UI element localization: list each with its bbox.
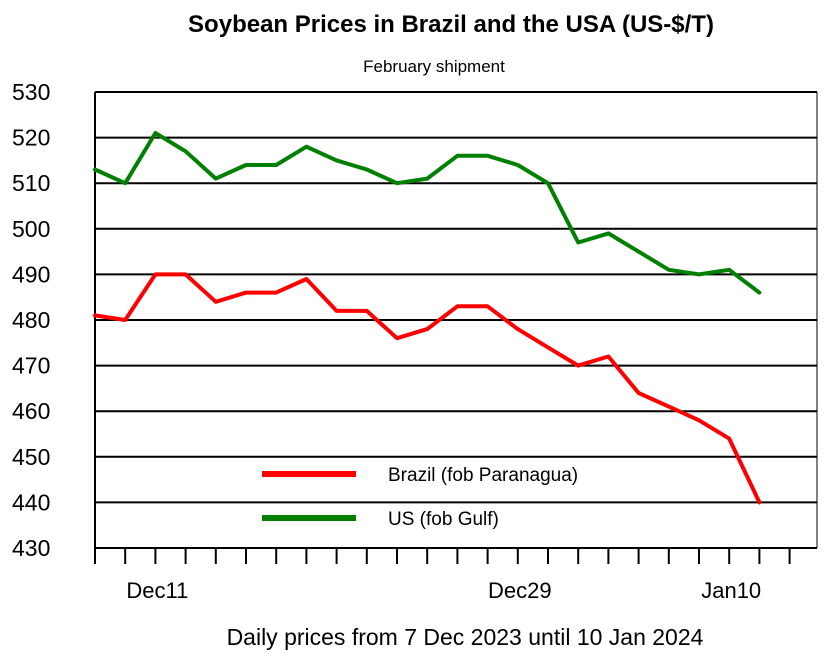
- data-point: [728, 269, 730, 271]
- data-point: [758, 292, 760, 294]
- x-tick-label: Dec29: [488, 578, 552, 603]
- data-point: [336, 159, 338, 161]
- data-point: [577, 365, 579, 367]
- data-point: [305, 278, 307, 280]
- data-point: [336, 310, 338, 312]
- data-point: [456, 305, 458, 307]
- data-point: [487, 155, 489, 157]
- x-axis: Dec11 Dec29 Jan10: [94, 548, 791, 603]
- y-tick-label: 440: [12, 489, 50, 515]
- data-point: [305, 146, 307, 148]
- y-tick-label: 530: [12, 79, 50, 105]
- data-point: [607, 355, 609, 357]
- data-point: [638, 251, 640, 253]
- data-point: [517, 164, 519, 166]
- y-tick-label: 500: [12, 216, 50, 242]
- data-point: [728, 438, 730, 440]
- data-series: [93, 131, 762, 505]
- y-tick-label: 470: [12, 353, 50, 379]
- data-point: [366, 310, 368, 312]
- chart-subtitle: February shipment: [363, 57, 505, 76]
- legend-label: US (fob Gulf): [388, 509, 499, 530]
- data-point: [758, 501, 760, 503]
- data-point: [517, 328, 519, 330]
- y-tick-label: 430: [12, 535, 50, 561]
- x-axis-label: Daily prices from 7 Dec 2023 until 10 Ja…: [227, 624, 704, 650]
- data-point: [487, 305, 489, 307]
- data-point: [577, 241, 579, 243]
- data-point: [547, 346, 549, 348]
- y-tick-label: 460: [12, 398, 50, 424]
- data-point: [124, 182, 126, 184]
- data-point: [426, 178, 428, 180]
- y-tick-label: 520: [12, 125, 50, 151]
- y-tick-label: 510: [12, 170, 50, 196]
- y-axis: 530 520 510 500 490 480 470 460 450 440 430: [12, 79, 50, 561]
- data-point: [456, 155, 458, 157]
- y-tick-label: 480: [12, 307, 50, 333]
- chart-title: Soybean Prices in Brazil and the USA (US…: [188, 11, 714, 38]
- data-point: [275, 292, 277, 294]
- series-line-1: [93, 131, 762, 295]
- data-point: [396, 337, 398, 339]
- data-point: [698, 419, 700, 421]
- data-point: [426, 328, 428, 330]
- data-point: [396, 182, 398, 184]
- data-point: [698, 273, 700, 275]
- data-point: [215, 178, 217, 180]
- data-point: [154, 132, 156, 134]
- data-point: [94, 314, 96, 316]
- data-point: [154, 273, 156, 275]
- x-tick-label: Dec11: [126, 578, 188, 603]
- data-point: [185, 150, 187, 152]
- legend-label: Brazil (fob Paranagua): [388, 465, 578, 486]
- data-point: [547, 182, 549, 184]
- legend: Brazil (fob Paranagua) US (fob Gulf): [262, 465, 578, 530]
- data-point: [638, 392, 640, 394]
- data-point: [668, 269, 670, 271]
- data-point: [215, 301, 217, 303]
- data-point: [185, 273, 187, 275]
- x-tick-label: Jan10: [701, 578, 761, 603]
- y-tick-label: 450: [12, 444, 50, 470]
- data-point: [245, 164, 247, 166]
- data-point: [366, 169, 368, 171]
- data-point: [668, 406, 670, 408]
- data-point: [275, 164, 277, 166]
- data-point: [94, 169, 96, 171]
- data-point: [245, 292, 247, 294]
- data-point: [607, 232, 609, 234]
- y-tick-label: 490: [12, 261, 50, 287]
- data-point: [124, 319, 126, 321]
